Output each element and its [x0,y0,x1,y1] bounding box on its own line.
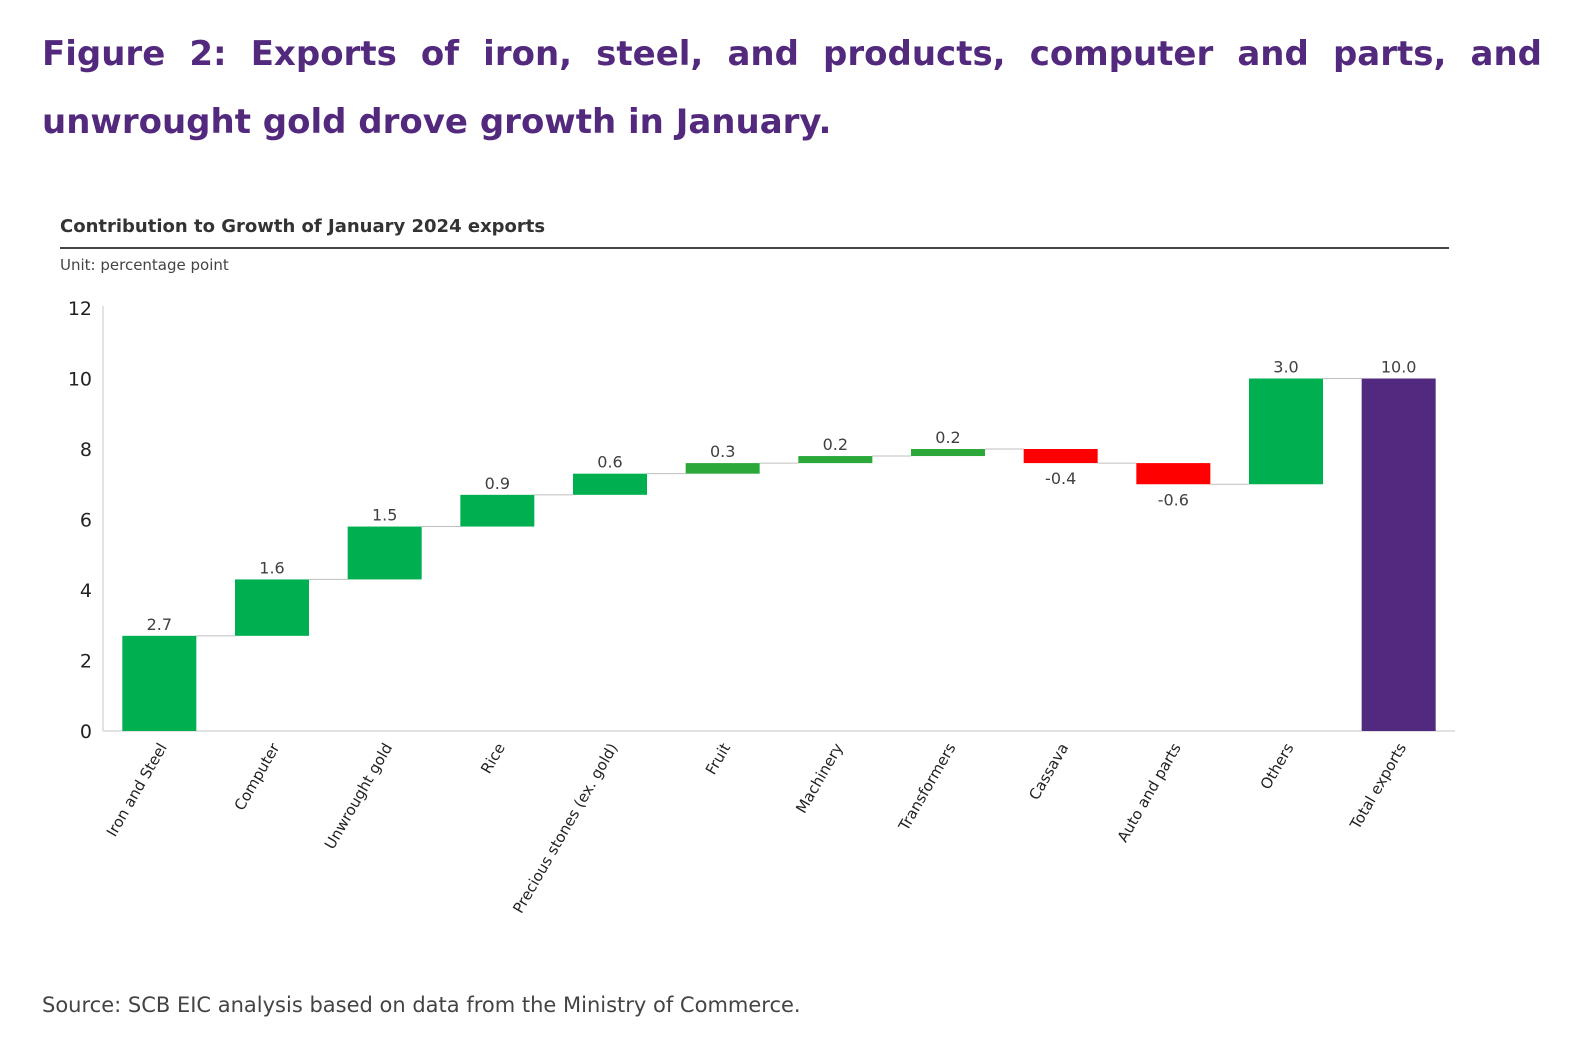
chart-title-rule [60,247,1449,249]
x-tick-label: Others [1257,740,1298,793]
bar-computer [235,579,309,636]
data-label: -0.6 [1158,490,1189,509]
bar-rice [460,494,535,527]
data-label: 3.0 [1273,358,1298,377]
bar-transformers [911,449,985,457]
y-tick-label: 12 [68,298,92,320]
data-label: 0.2 [935,428,960,447]
bar-others [1249,378,1323,485]
data-label: 0.2 [823,435,848,454]
x-tick-label: Unwrought gold [321,740,396,852]
data-label: 1.5 [372,506,397,525]
chart-title: Contribution to Growth of January 2024 e… [60,216,546,237]
bar-unwrought-gold [347,526,422,580]
bar-fruit [685,463,760,474]
bar-precious-stones-ex-gold [573,473,647,495]
data-label: -0.4 [1045,469,1076,488]
data-label: 2.7 [147,615,172,634]
data-label: 0.3 [710,442,735,461]
bar-total-exports [1361,378,1436,731]
bar-auto-and-parts [1136,463,1211,485]
x-tick-label: Machinery [792,740,847,817]
x-tick-label: Rice [477,740,509,777]
data-label: 1.6 [259,558,284,577]
x-tick-label: Computer [231,739,284,813]
bar-cassava [1023,449,1098,464]
x-tick-label: Total exports [1346,740,1410,833]
chart-unit-label: Unit: percentage point [60,256,229,274]
figure-title: Figure 2: Exports of iron, steel, and pr… [42,34,1542,142]
source-note: Source: SCB EIC analysis based on data f… [42,993,801,1017]
data-label: 10.0 [1381,358,1417,377]
data-label: 0.6 [597,453,622,472]
x-tick-label: Precious stones (ex. gold) [509,740,621,916]
x-tick-label: Cassava [1025,740,1072,803]
y-tick-label: 0 [80,721,92,743]
bar-machinery [798,456,873,464]
y-tick-label: 10 [68,369,92,391]
x-tick-label: Transformers [894,740,959,835]
y-tick-label: 2 [80,651,92,673]
y-tick-label: 4 [80,580,92,602]
x-tick-label: Fruit [702,740,734,778]
x-tick-label: Auto and parts [1114,740,1185,845]
x-tick-label: Iron and Steel [103,740,171,840]
bar-iron-and-steel [122,635,197,731]
data-label: 0.9 [485,474,510,493]
y-tick-label: 6 [80,510,92,532]
y-tick-label: 8 [80,439,92,461]
waterfall-chart: 0 2 4 6 8 10 12 2.7 1.6 1.5 0.9 0.6 0.3 0.2 0.2 -0.4 -0.… [68,298,1455,916]
